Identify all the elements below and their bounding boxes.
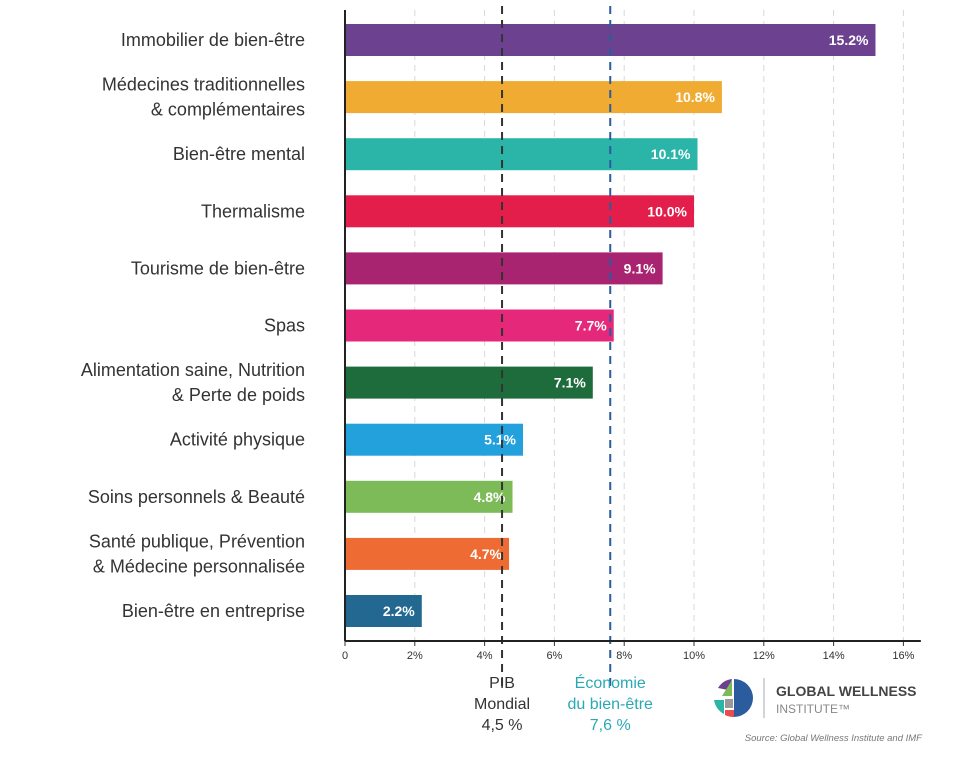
category-label: & Perte de poids	[172, 385, 305, 405]
bar	[345, 81, 722, 114]
bar	[345, 309, 614, 342]
reference-label: PIB	[489, 675, 515, 692]
bar-value-label: 4.7%	[470, 546, 502, 562]
bar-value-label: 10.1%	[651, 146, 691, 162]
bar-value-label: 4.8%	[474, 489, 506, 505]
reference-label: 7,6 %	[590, 717, 631, 734]
x-tick-label: 2%	[407, 650, 423, 662]
category-label: Médecines traditionnelles	[102, 75, 305, 95]
logo-title: GLOBAL WELLNESS	[776, 683, 917, 699]
bar	[345, 252, 663, 285]
category-label: & Médecine personnalisée	[93, 556, 305, 576]
category-label: Activité physique	[170, 430, 305, 450]
category-label: Soins personnels & Beauté	[88, 487, 305, 507]
bar	[345, 138, 698, 171]
source-note: Source: Global Wellness Institute and IM…	[745, 733, 923, 744]
bar-value-label: 10.8%	[675, 89, 715, 105]
logo	[713, 678, 765, 718]
x-tick-label: 0	[342, 650, 348, 662]
category-label: Spas	[264, 316, 305, 336]
reference-label: du bien-être	[568, 696, 653, 713]
bar	[345, 537, 510, 570]
bar-value-label: 7.1%	[554, 375, 586, 391]
x-tick-label: 14%	[823, 650, 845, 662]
x-tick-label: 16%	[892, 650, 914, 662]
category-label: Bien-être mental	[173, 144, 305, 164]
category-label: Tourisme de bien-être	[131, 258, 305, 278]
bar	[345, 366, 593, 399]
bar-value-label: 9.1%	[624, 260, 656, 276]
x-tick-label: 12%	[753, 650, 775, 662]
x-tick-label: 6%	[546, 650, 562, 662]
bar	[345, 480, 513, 513]
bar-value-label: 2.2%	[383, 603, 415, 619]
category-label: Santé publique, Prévention	[89, 531, 305, 551]
category-label: Immobilier de bien-être	[121, 30, 305, 50]
bar-value-label: 10.0%	[647, 203, 687, 219]
category-label: & complémentaires	[151, 100, 305, 120]
bar-value-label: 7.7%	[575, 318, 607, 334]
bar-value-label: 15.2%	[829, 32, 869, 48]
category-label: Bien-être en entreprise	[122, 601, 305, 621]
logo-subtitle: INSTITUTE™	[776, 702, 850, 716]
bar	[345, 595, 422, 627]
reference-label: Mondial	[474, 696, 530, 713]
reference-label: Économie	[575, 673, 646, 692]
bar-value-label: 5.1%	[484, 432, 516, 448]
x-tick-label: 8%	[616, 650, 632, 662]
bar	[345, 423, 523, 456]
x-tick-label: 4%	[477, 650, 493, 662]
bar	[345, 195, 694, 228]
category-label: Thermalisme	[201, 201, 305, 221]
category-label: Alimentation saine, Nutrition	[81, 360, 305, 380]
x-tick-label: 10%	[683, 650, 705, 662]
reference-label: 4,5 %	[482, 717, 523, 734]
